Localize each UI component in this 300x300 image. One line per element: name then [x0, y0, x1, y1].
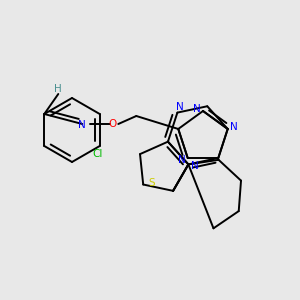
Text: N: N [230, 122, 238, 132]
Text: N: N [193, 104, 201, 114]
Text: N: N [176, 102, 183, 112]
Text: Cl: Cl [92, 149, 103, 159]
Text: O: O [108, 119, 116, 129]
Text: S: S [148, 178, 154, 188]
Text: N: N [190, 161, 198, 171]
Text: N: N [178, 155, 186, 165]
Text: N: N [78, 120, 86, 130]
Text: H: H [54, 84, 62, 94]
